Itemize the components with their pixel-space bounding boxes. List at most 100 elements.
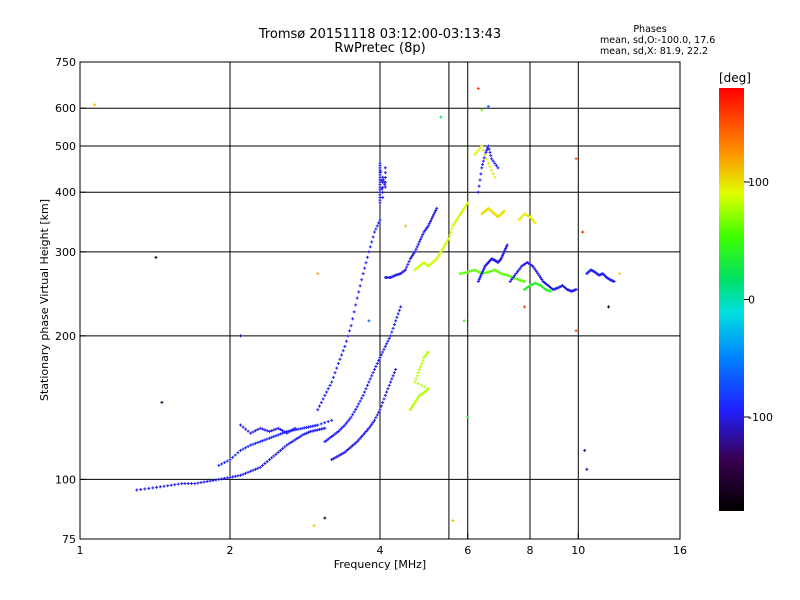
colorbar-tick-label-0: 100 xyxy=(748,176,769,189)
trace-2-fill-4-2 xyxy=(346,334,350,338)
y-tick-label-2: 200 xyxy=(55,330,76,343)
trace-3-fill-5-2 xyxy=(358,399,362,403)
trace-9-fill-9-3 xyxy=(521,279,525,283)
trace-3-fill-6-1 xyxy=(363,390,367,394)
trace-16-fill-4-1 xyxy=(491,159,495,163)
trace-8-fill-9-2 xyxy=(453,221,457,225)
trace-16-point-0 xyxy=(476,190,480,194)
trace-6-fill-9-1 xyxy=(427,222,431,226)
trace-7-fill-5-2 xyxy=(415,374,419,378)
trace-16-fill-1-3 xyxy=(482,156,486,160)
trace-1-point-1 xyxy=(228,458,232,462)
trace-18-fill-1-3 xyxy=(256,427,260,431)
trace-6-point-6 xyxy=(413,250,417,254)
trace-8-fill-7-1 xyxy=(444,241,448,245)
trace-4-point-11 xyxy=(394,367,398,371)
trace-5-fill-5-2 xyxy=(381,185,385,189)
trace-16-fill-1-1 xyxy=(481,162,485,166)
y-tick-label-1: 100 xyxy=(55,473,76,486)
phase-legend-heading: Phases xyxy=(633,24,667,35)
trace-3-fill-6-2 xyxy=(364,387,368,391)
trace-1-fill-4-3 xyxy=(265,437,269,441)
trace-5-point-1 xyxy=(378,190,382,194)
trace-9-fill-2-2 xyxy=(476,270,480,274)
trace-4-fill-1-2 xyxy=(340,452,344,456)
trace-5-fill-6-3 xyxy=(383,183,387,187)
trace-1-point-12 xyxy=(330,418,334,422)
trace-4-fill-0-1 xyxy=(331,457,335,461)
y-tick-label-5: 500 xyxy=(55,140,76,153)
trace-8-fill-6-3 xyxy=(442,245,446,249)
trace-0-fill-8-1 xyxy=(241,472,245,476)
trace-4-fill-5-3 xyxy=(365,428,369,432)
trace-0-fill-7-3 xyxy=(236,474,240,478)
trace-4-fill-10-3 xyxy=(392,371,396,375)
trace-1-fill-11-3 xyxy=(326,420,330,424)
trace-0-fill-7-2 xyxy=(233,474,237,478)
trace-18-fill-2-1 xyxy=(261,427,265,431)
trace-6-fill-9-3 xyxy=(430,217,434,221)
trace-4-point-10 xyxy=(389,380,393,384)
trace-18-fill-1-1 xyxy=(251,430,255,434)
trace-8-fill-8-1 xyxy=(448,233,452,237)
outlier-point-23 xyxy=(466,415,470,419)
trace-3-fill-2-1 xyxy=(338,428,342,432)
data-points xyxy=(93,86,622,528)
trace-8-fill-5-1 xyxy=(436,255,440,259)
trace-1-fill-0-2 xyxy=(222,461,226,465)
trace-0-fill-15-2 xyxy=(305,431,309,435)
trace-18-point-5 xyxy=(285,431,289,435)
trace-4-fill-4-3 xyxy=(360,435,364,439)
trace-0-fill-14-3 xyxy=(299,434,303,438)
trace-15-fill-6-3 xyxy=(611,279,615,283)
trace-18-fill-3-2 xyxy=(272,428,276,432)
trace-1-fill-3-3 xyxy=(256,441,260,445)
trace-7-fill-6-3 xyxy=(421,359,425,363)
trace-0-point-11 xyxy=(267,458,271,462)
trace-3-fill-0-2 xyxy=(326,437,330,441)
trace-18-fill-3-1 xyxy=(270,429,274,433)
trace-3-point-11 xyxy=(389,334,393,338)
trace-12-point-0 xyxy=(508,279,512,283)
trace-7-fill-1-2 xyxy=(415,397,419,401)
trace-0-fill-10-3 xyxy=(265,460,269,464)
trace-3-point-12 xyxy=(394,319,398,323)
y-tick-label-7: 750 xyxy=(55,56,76,69)
trace-0-fill-10-2 xyxy=(263,461,267,465)
trace-9-fill-0-3 xyxy=(464,270,468,274)
trace-5-fill-4-3 xyxy=(380,187,384,191)
trace-5-fill-7-2 xyxy=(383,175,387,179)
trace-2-point-6 xyxy=(355,296,359,300)
trace-3-point-9 xyxy=(378,356,382,360)
trace-8-fill-7-2 xyxy=(445,240,449,244)
trace-1-fill-3-2 xyxy=(253,441,257,445)
trace-7-fill-3-3 xyxy=(425,388,429,392)
trace-16-fill-0-1 xyxy=(477,184,481,188)
trace-2-fill-4-1 xyxy=(344,339,348,343)
trace-3-fill-6-3 xyxy=(365,383,369,387)
trace-3-fill-1-3 xyxy=(335,431,339,435)
trace-3-fill-12-2 xyxy=(396,312,400,316)
trace-4-point-0 xyxy=(330,458,334,462)
trace-3-fill-1-2 xyxy=(333,432,337,436)
trace-2-fill-2-1 xyxy=(331,375,335,379)
trace-8-fill-5-2 xyxy=(437,253,441,257)
trace-0-fill-11-2 xyxy=(272,454,276,458)
y-tick-label-6: 600 xyxy=(55,102,76,115)
trace-12-fill-4-2 xyxy=(533,268,537,272)
trace-5-fill-1-2 xyxy=(378,185,382,189)
trace-9-fill-4-1 xyxy=(488,270,492,274)
trace-6-fill-7-3 xyxy=(421,232,425,236)
trace-4-fill-2-3 xyxy=(348,446,352,450)
trace-11-fill-5-3 xyxy=(498,213,502,217)
trace-18-fill-5-1 xyxy=(287,430,291,434)
outlier-point-11 xyxy=(486,105,490,109)
outlier-point-3 xyxy=(239,334,243,338)
trace-10-fill-8-3 xyxy=(504,245,508,249)
trace-3-fill-0-1 xyxy=(325,438,329,442)
outlier-point-18 xyxy=(618,272,622,276)
trace-2-point-1 xyxy=(323,393,327,397)
trace-10-fill-2-3 xyxy=(486,261,490,265)
trace-12-fill-8-3 xyxy=(555,286,559,290)
trace-4-point-1 xyxy=(336,454,340,458)
